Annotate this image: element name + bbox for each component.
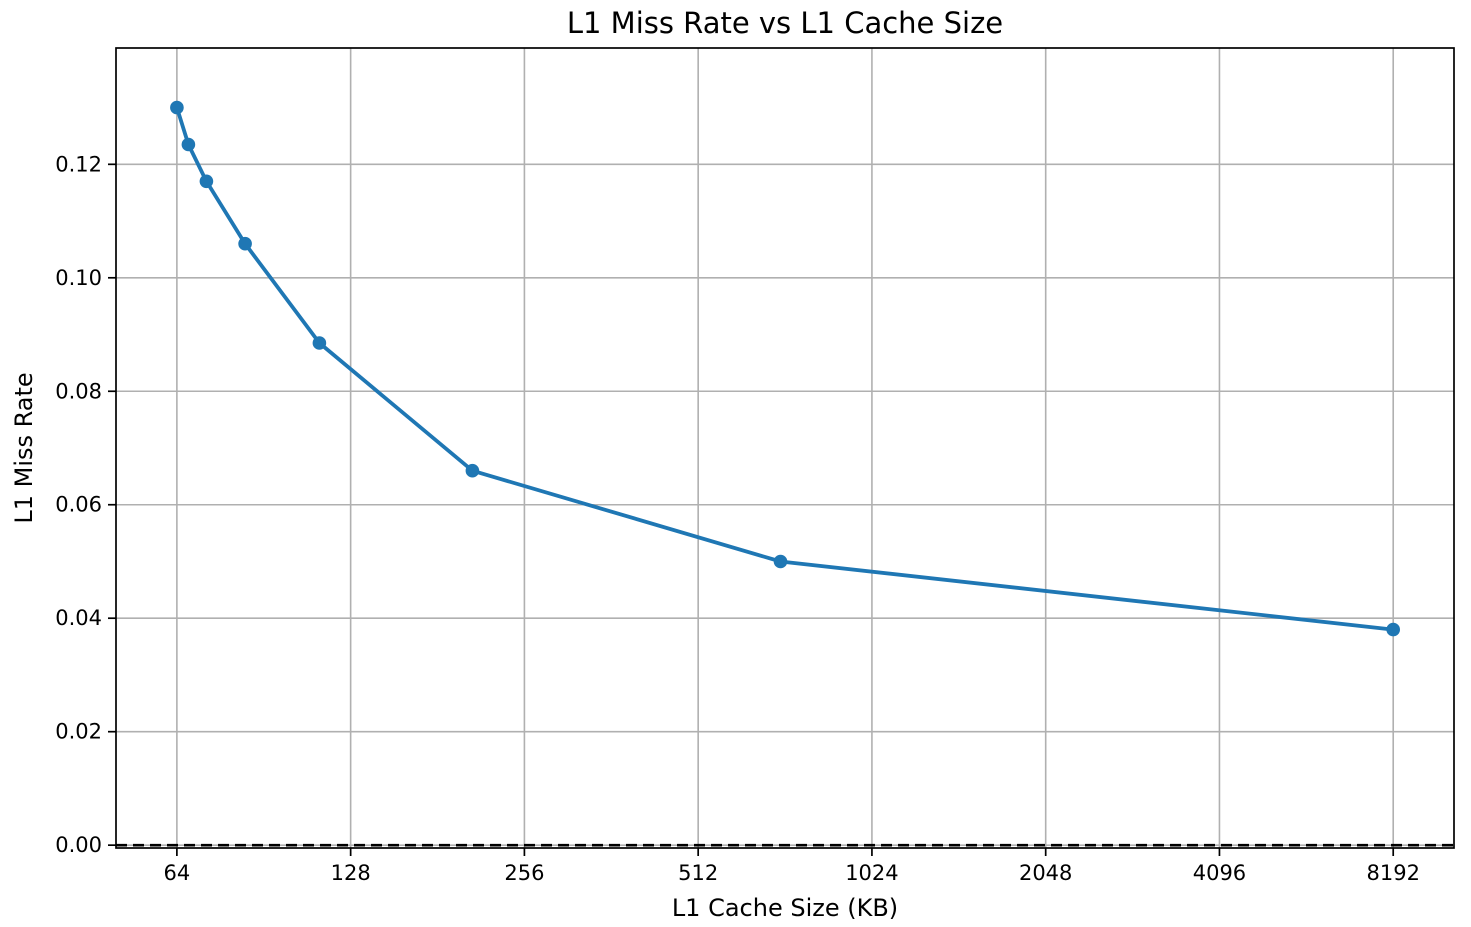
y-tick-label: 0.08: [55, 379, 102, 403]
data-point: [465, 463, 480, 478]
x-tick-label: 256: [504, 861, 544, 885]
x-tick-label: 2048: [1019, 861, 1072, 885]
x-tick-label: 8192: [1366, 861, 1419, 885]
data-point: [238, 236, 252, 251]
data-point: [170, 100, 184, 115]
y-tick-label: 0.12: [55, 152, 102, 176]
y-tick-label: 0.06: [55, 493, 102, 517]
data-point: [773, 554, 788, 569]
x-tick-label: 64: [164, 861, 191, 885]
y-tick-label: 0.10: [55, 266, 102, 290]
y-tick-label: 0.02: [55, 720, 102, 744]
series-layer: [116, 100, 1454, 847]
series-line: [174, 105, 1396, 632]
y-axis-label: L1 Miss Rate: [10, 372, 38, 523]
x-tick-label: 128: [331, 861, 371, 885]
y-tick-label: 0.04: [55, 606, 102, 630]
axes-layer: 64 128 256 512 1024 2048 4096 8192 0.00 0.02 0.04 0…: [55, 47, 1455, 885]
x-tick-label: 1024: [845, 861, 898, 885]
data-point: [312, 336, 327, 350]
x-axis-label: L1 Cache Size (KB): [672, 894, 898, 922]
x-tick-label: 4096: [1193, 861, 1246, 885]
data-point: [181, 137, 196, 152]
y-tick-label: 0.00: [55, 833, 102, 857]
data-point: [199, 174, 214, 189]
chart-title: L1 Miss Rate vs L1 Cache Size: [567, 6, 1003, 40]
data-point: [1386, 622, 1400, 637]
x-tick-label: 512: [678, 861, 718, 885]
grid-layer: [116, 48, 1454, 848]
plot-frame: [115, 47, 1455, 849]
